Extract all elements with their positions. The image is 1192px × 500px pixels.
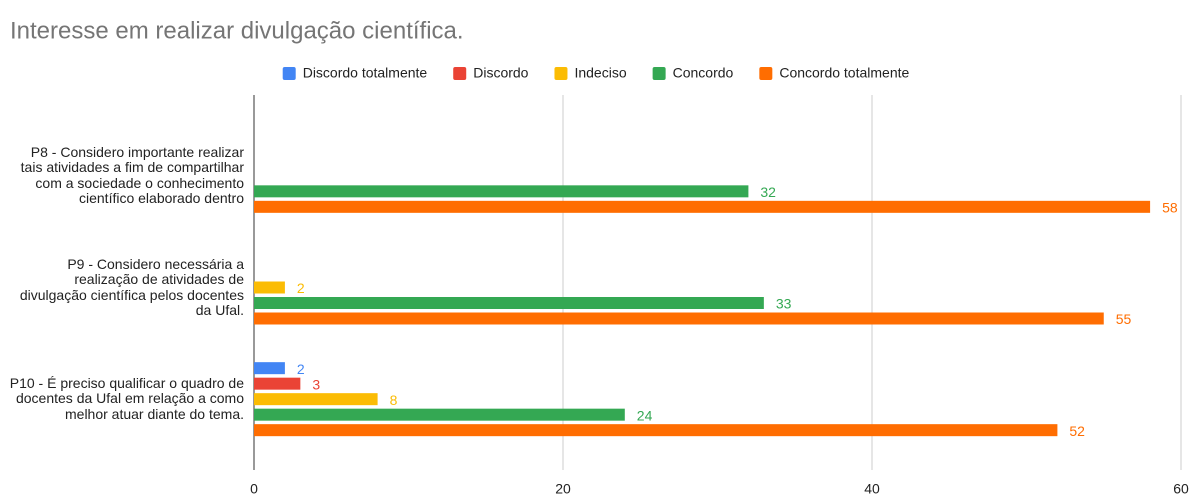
data-label: 55 [1116,311,1132,327]
data-label: 58 [1162,200,1178,216]
category-label: P10 - É preciso qualificar o quadro de d… [9,374,244,422]
category-label: P8 - Considero importante realizar tais … [20,143,244,207]
x-tick-label: 40 [864,481,880,497]
legend-label: Discordo [473,65,528,81]
data-label: 24 [637,407,653,423]
bar [254,200,1151,213]
bar [254,408,625,421]
legend-swatch [759,67,773,80]
data-label: 2 [297,361,305,377]
legend-swatch [453,67,467,80]
chart-title: Interesse em realizar divulgação científ… [10,17,464,44]
legend-swatch [652,67,666,80]
data-label: 32 [760,184,776,200]
data-label: 8 [390,392,398,408]
legend-label: Concordo [673,65,734,81]
x-tick-label: 20 [555,481,571,497]
data-label: 33 [776,296,792,312]
legend-label: Concordo totalmente [779,65,909,81]
data-label: 52 [1069,423,1085,439]
data-label: 2 [297,280,305,296]
x-tick-label: 60 [1173,481,1189,497]
legend-label: Discordo totalmente [303,65,428,81]
data-label: 3 [312,376,320,392]
category-label: P9 - Considero necessária a realização d… [19,255,244,318]
bar [254,377,301,390]
legend-swatch [554,67,568,80]
bar [254,362,285,375]
bar [254,185,749,198]
legend-label: Indeciso [574,65,626,81]
bar [254,424,1058,437]
bar [254,281,285,294]
bar [254,393,378,406]
x-tick-label: 0 [250,481,258,497]
bar [254,297,764,309]
bar [254,312,1104,325]
legend-swatch [282,67,296,80]
